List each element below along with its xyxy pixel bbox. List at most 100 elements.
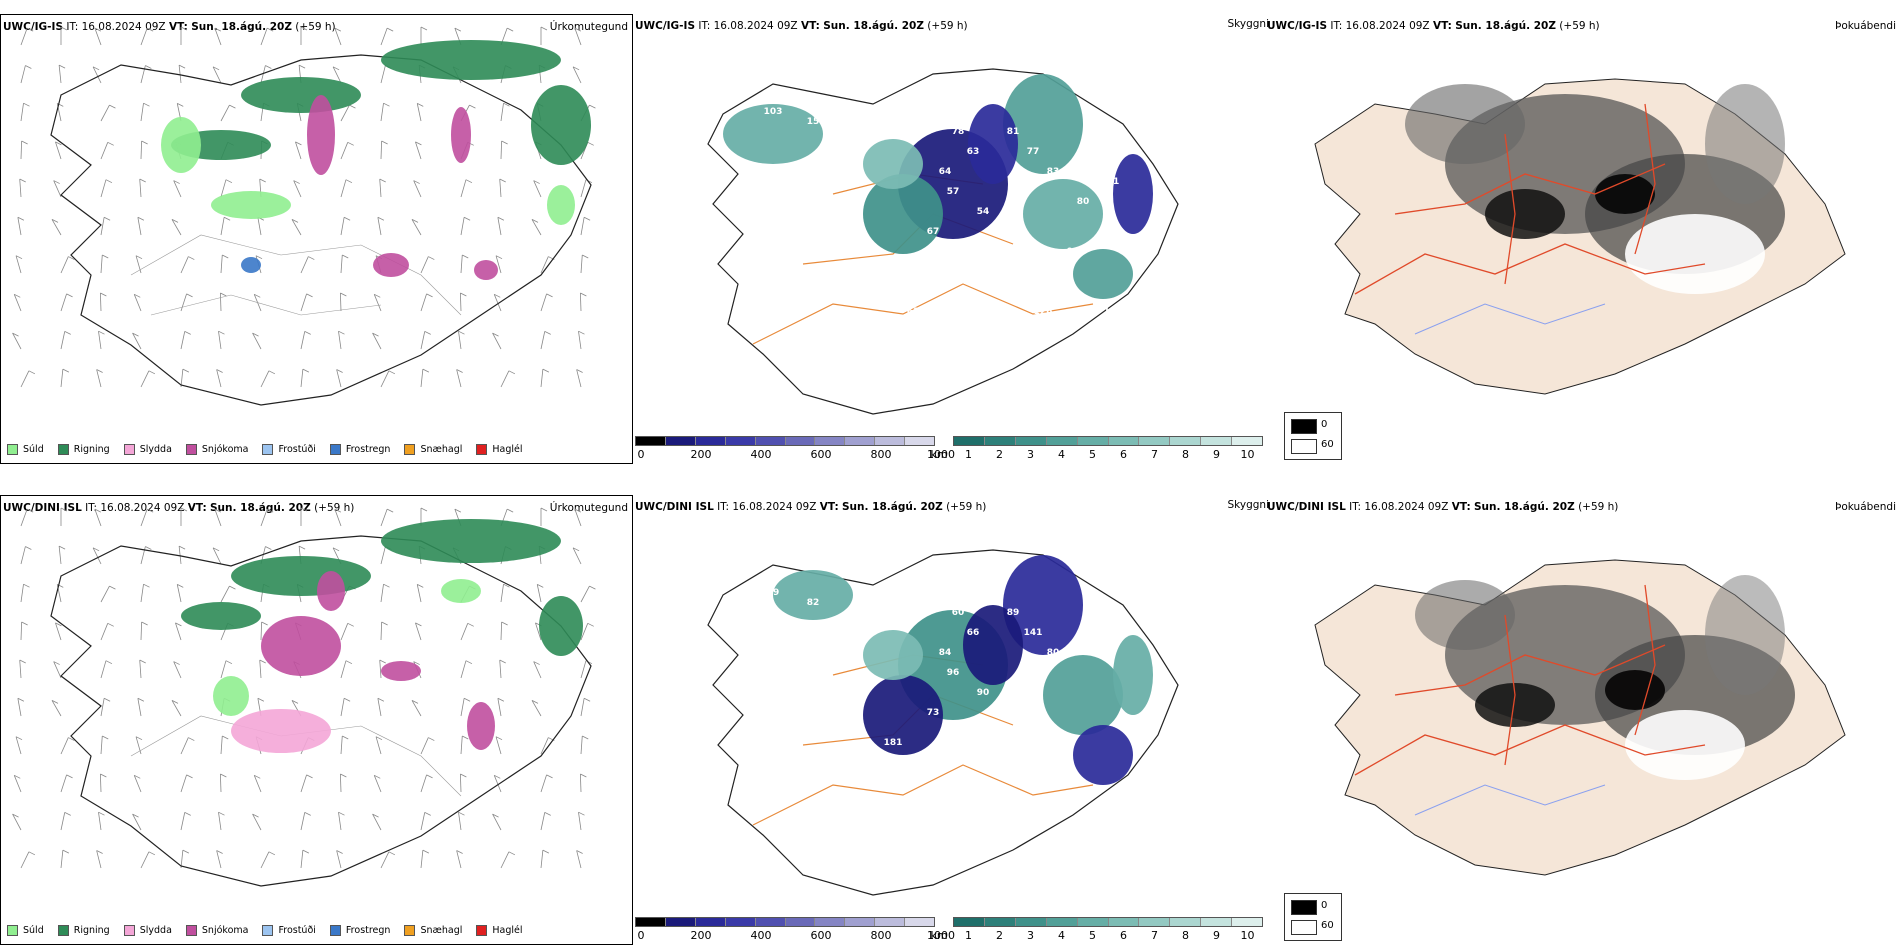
- visibility-value: 70: [1067, 297, 1080, 307]
- legend-entry: Frostregn: [329, 444, 391, 455]
- colorbar-unit: km: [930, 929, 948, 942]
- legend-swatch: [262, 444, 274, 455]
- colorbar-tick: 7: [1151, 929, 1158, 942]
- visibility-panel-bottom: UWC/DINI ISL IT: 16.08.2024 09Z VT: Sun.…: [633, 495, 1273, 945]
- colorbar-tick: 4: [1058, 448, 1065, 461]
- legend-label: Snæhagl: [420, 444, 463, 455]
- precip-map: [12, 26, 596, 406]
- visibility-value: 105: [1104, 307, 1123, 317]
- visibility-value: 54: [927, 287, 940, 297]
- colorbar-tick: 2: [996, 448, 1003, 461]
- legend-entry: Slydda: [123, 925, 172, 936]
- panel-title: Þokuábendi: [1835, 501, 1896, 513]
- legend-entry: Rigning: [57, 925, 110, 936]
- legend-swatch: [123, 444, 135, 455]
- legend-entry: Haglél: [476, 925, 523, 936]
- visibility-panel-top: UWC/IG-IS IT: 16.08.2024 09Z VT: Sun. 18…: [633, 14, 1273, 464]
- colorbar-tick: 0: [637, 929, 645, 942]
- visibility-value: 81: [1007, 127, 1020, 137]
- colorbar-tick: 4: [1058, 929, 1065, 942]
- visibility-value: 126: [1034, 307, 1053, 317]
- legend-label: Slydda: [139, 925, 172, 936]
- legend-label: Snæhagl: [420, 925, 463, 936]
- visibility-value: 57: [947, 187, 960, 197]
- visibility-value: 73: [927, 708, 940, 718]
- panel-header: UWC/DINI ISL IT: 16.08.2024 09Z VT: Sun.…: [3, 502, 355, 514]
- visibility-value: 91: [1022, 728, 1035, 738]
- panel-header: UWC/DINI ISL IT: 16.08.2024 09Z VT: Sun.…: [1267, 501, 1619, 513]
- visibility-value: 78: [967, 247, 980, 257]
- visibility-value: 407: [884, 257, 903, 267]
- legend-entry: Frostregn: [329, 925, 391, 936]
- panel-header: UWC/IG-IS IT: 16.08.2024 09Z VT: Sun. 18…: [1267, 20, 1600, 32]
- legend-label: Snjókoma: [201, 444, 249, 455]
- colorbar-tick: 9: [1213, 929, 1220, 942]
- colorbar-km: km 1 2 3 4 5 6 7 8 9 10: [930, 917, 1263, 945]
- visibility-value: 64: [1087, 608, 1100, 618]
- fog-map: [1314, 559, 1846, 876]
- visibility-value: 82: [807, 598, 820, 608]
- visibility-value: 60: [952, 608, 965, 618]
- colorbar-tick: 1000: [927, 929, 955, 942]
- legend-entry: Snæhagl: [404, 925, 462, 936]
- legend-swatch: [185, 925, 197, 936]
- colorbar-m: m02004006008001000: [635, 917, 955, 945]
- visibility-value: 181: [884, 738, 903, 748]
- visibility-value: 78: [952, 127, 965, 137]
- legend-label: Súld: [23, 444, 44, 455]
- visibility-colorbar: m02004006008001000km12345678910: [633, 436, 1273, 464]
- visibility-value: 58: [1007, 227, 1020, 237]
- legend-label: Frostregn: [345, 444, 391, 455]
- panel-header: UWC/IG-IS IT: 16.08.2024 09Z VT: Sun. 18…: [3, 21, 336, 33]
- colorbar-tick: 5: [1089, 929, 1096, 942]
- visibility-value: 89: [767, 588, 780, 598]
- visibility-value: 77: [1027, 147, 1040, 157]
- colorbar-tick: 10: [1240, 448, 1255, 461]
- legend-swatch: [123, 925, 135, 936]
- panel-header: UWC/DINI ISL IT: 16.08.2024 09Z VT: Sun.…: [635, 501, 987, 513]
- visibility-value: 80: [1007, 708, 1020, 718]
- visibility-value: 11: [1107, 177, 1120, 187]
- legend-entry: Frostúði: [262, 444, 316, 455]
- colorbar-tick: 9: [1213, 448, 1220, 461]
- visibility-value: 96: [947, 668, 960, 678]
- visibility-value: 84: [939, 648, 952, 658]
- colorbar-tick: 7: [1151, 448, 1158, 461]
- colorbar-tick: 1000: [927, 448, 955, 461]
- colorbar-tick: 800: [870, 929, 892, 942]
- panel-header: UWC/IG-IS IT: 16.08.2024 09Z VT: Sun. 18…: [635, 20, 968, 32]
- fog-legend: 0 60: [1284, 412, 1342, 460]
- visibility-colorbar: m02004006008001000km12345678910: [633, 917, 1273, 945]
- visibility-value: 54: [977, 207, 990, 217]
- panel-title: Skyggni: [1227, 499, 1270, 511]
- visibility-value: 83: [1047, 167, 1060, 177]
- colorbar-tick: 5: [1089, 448, 1096, 461]
- visibility-value: 65: [1087, 127, 1100, 137]
- precip-legend: Súld Rigning Slydda Snjókoma Frostúði Frostre…: [7, 444, 523, 455]
- visibility-value: 103: [764, 107, 783, 117]
- precip-map: [12, 507, 596, 887]
- visibility-value: 66: [967, 628, 980, 638]
- colorbar-tick: 8: [1182, 929, 1189, 942]
- legend-label: Haglél: [492, 444, 523, 455]
- legend-swatch: [329, 925, 341, 936]
- colorbar-tick: 600: [810, 929, 832, 942]
- legend-entry: Snjókoma: [185, 925, 248, 936]
- legend-label: Frostregn: [345, 925, 391, 936]
- colorbar-tick: 3: [1027, 929, 1034, 942]
- legend-label: Rigning: [73, 925, 110, 936]
- legend-swatch: [404, 444, 416, 455]
- legend-swatch: [57, 444, 69, 455]
- legend-label: Haglél: [492, 925, 523, 936]
- colorbar-tick: 800: [870, 448, 892, 461]
- visibility-value: 89: [1007, 608, 1020, 618]
- legend-swatch: [476, 925, 488, 936]
- legend-label: Frostúði: [278, 444, 316, 455]
- legend-swatch: [57, 925, 69, 936]
- legend-label: Súld: [23, 925, 44, 936]
- legend-entry: Snæhagl: [404, 444, 462, 455]
- colorbar-tick: 0: [637, 448, 645, 461]
- visibility-value: 156: [1019, 247, 1038, 257]
- panel-title: Þokuábendi: [1835, 20, 1896, 32]
